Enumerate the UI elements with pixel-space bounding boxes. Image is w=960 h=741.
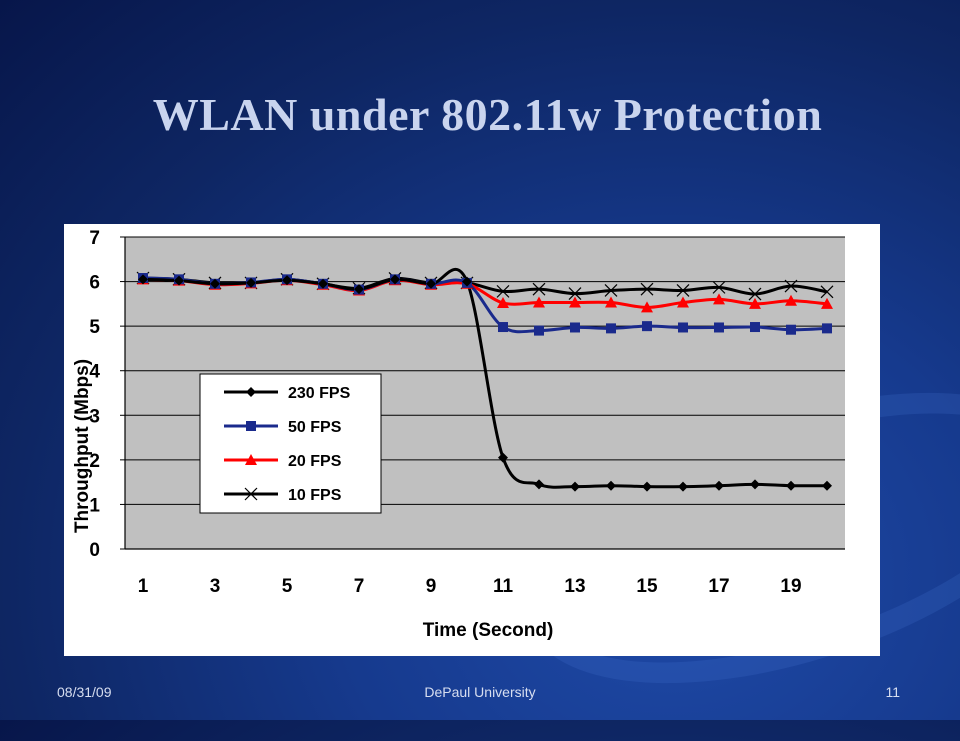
x-tick-label: 19: [780, 576, 801, 597]
legend-label: 20 FPS: [288, 453, 342, 470]
x-tick-label: 1: [138, 576, 149, 597]
series-line-230-fps: [142, 267, 828, 489]
data-point-230-fps-4: [246, 277, 256, 288]
footer-organization: DePaul University: [424, 684, 536, 700]
data-point-230-fps-9: [426, 278, 436, 289]
y-tick-labels: 0 1 2 3 4 5 6 7: [89, 228, 100, 561]
x-tick-label: 7: [354, 576, 365, 597]
data-point-230-fps-10: [462, 276, 472, 287]
data-point-10-fps-18: [748, 287, 762, 301]
data-point-10-fps-19: [784, 279, 798, 293]
data-point-230-fps-11: [498, 452, 508, 463]
legend-item-20-fps: 20 FPS: [224, 453, 342, 470]
y-tick-label: 4: [89, 362, 100, 383]
x-tick-label: 13: [564, 576, 585, 597]
x-tick-labels: 1 3 5 7 9 11 13 15 17 19: [138, 576, 802, 597]
legend-item-230-fps: 230 FPS: [224, 385, 351, 402]
data-point-10-fps-17: [712, 280, 726, 294]
page-number: 11: [885, 684, 900, 700]
data-point-20-fps-20: [821, 297, 833, 309]
data-point-10-fps-13: [568, 287, 582, 301]
x-tick-label: 9: [426, 576, 437, 597]
legend-box: [199, 373, 382, 514]
series-points-230-fps: [138, 274, 832, 492]
data-point-230-fps-20: [822, 480, 832, 491]
data-point-10-fps-16: [676, 284, 690, 297]
legend-marker: [245, 454, 257, 465]
y-axis-label: Throughput (Mbps): [72, 359, 93, 533]
slide-title: WLAN under 802.11w Protection: [152, 89, 823, 140]
data-point-50-fps-20: [822, 323, 832, 334]
x-tick-label: 15: [636, 576, 658, 597]
data-point-20-fps-16: [677, 296, 689, 308]
data-point-10-fps-15: [640, 282, 654, 296]
data-point-230-fps-17: [714, 480, 724, 491]
data-point-50-fps-11: [498, 322, 508, 333]
data-point-20-fps-17: [713, 293, 725, 305]
data-point-230-fps-15: [642, 481, 652, 492]
x-axis-label: Time (Second): [423, 620, 554, 641]
y-tick-label: 6: [89, 273, 100, 294]
data-point-50-fps-17: [714, 322, 724, 333]
data-point-230-fps-16: [678, 481, 688, 492]
data-point-20-fps-12: [533, 296, 545, 308]
data-point-20-fps-13: [569, 296, 581, 308]
legend: 230 FPS 50 FPS 20 FPS 10 FPS: [199, 373, 382, 514]
data-point-230-fps-13: [570, 481, 580, 492]
legend-label: 50 FPS: [288, 419, 342, 436]
legend-label: 230 FPS: [288, 385, 351, 402]
data-point-10-fps-12: [532, 282, 546, 296]
legend-marker: [246, 421, 256, 431]
legend-item-10-fps: 10 FPS: [224, 487, 342, 504]
data-point-10-fps-14: [604, 284, 618, 297]
data-point-20-fps-19: [785, 294, 797, 306]
data-point-10-fps-11: [496, 284, 510, 298]
legend-marker: [246, 387, 256, 397]
y-tick-label: 3: [89, 406, 100, 427]
series-markers: [136, 271, 834, 492]
data-point-50-fps-14: [606, 323, 616, 334]
data-point-10-fps-20: [820, 285, 834, 299]
data-point-20-fps-15: [641, 301, 653, 313]
y-tick-label: 5: [89, 317, 100, 338]
data-point-230-fps-1: [138, 274, 148, 285]
legend-marker: [244, 487, 258, 501]
data-point-20-fps-18: [749, 297, 761, 309]
data-point-230-fps-3: [210, 278, 220, 289]
data-point-230-fps-18: [750, 479, 760, 490]
y-tick-label: 1: [89, 495, 100, 516]
legend-item-50-fps: 50 FPS: [224, 419, 342, 436]
data-point-50-fps-18: [750, 322, 760, 333]
x-tick-label: 3: [210, 576, 221, 597]
data-point-20-fps-11: [497, 296, 509, 308]
data-point-50-fps-13: [570, 322, 580, 333]
footer-date: 08/31/09: [57, 684, 112, 700]
data-point-50-fps-19: [786, 324, 796, 335]
y-tick-label: 0: [89, 540, 100, 561]
x-tick-label: 5: [282, 576, 293, 597]
x-tick-label: 11: [493, 576, 514, 597]
data-point-50-fps-12: [534, 325, 544, 336]
y-tick-label: 7: [89, 228, 100, 249]
data-point-50-fps-15: [642, 321, 652, 332]
data-point-20-fps-14: [605, 296, 617, 308]
legend-label: 10 FPS: [288, 487, 342, 504]
data-point-230-fps-19: [786, 480, 796, 491]
data-point-230-fps-8: [390, 274, 400, 285]
data-point-230-fps-5: [282, 275, 292, 286]
data-point-50-fps-16: [678, 322, 688, 333]
data-point-230-fps-6: [318, 278, 328, 289]
data-point-230-fps-7: [354, 284, 364, 295]
y-tick-label: 2: [89, 451, 100, 472]
data-point-230-fps-12: [534, 479, 544, 490]
data-point-230-fps-14: [606, 480, 616, 491]
x-tick-label: 17: [708, 576, 729, 597]
data-point-230-fps-2: [174, 275, 184, 286]
